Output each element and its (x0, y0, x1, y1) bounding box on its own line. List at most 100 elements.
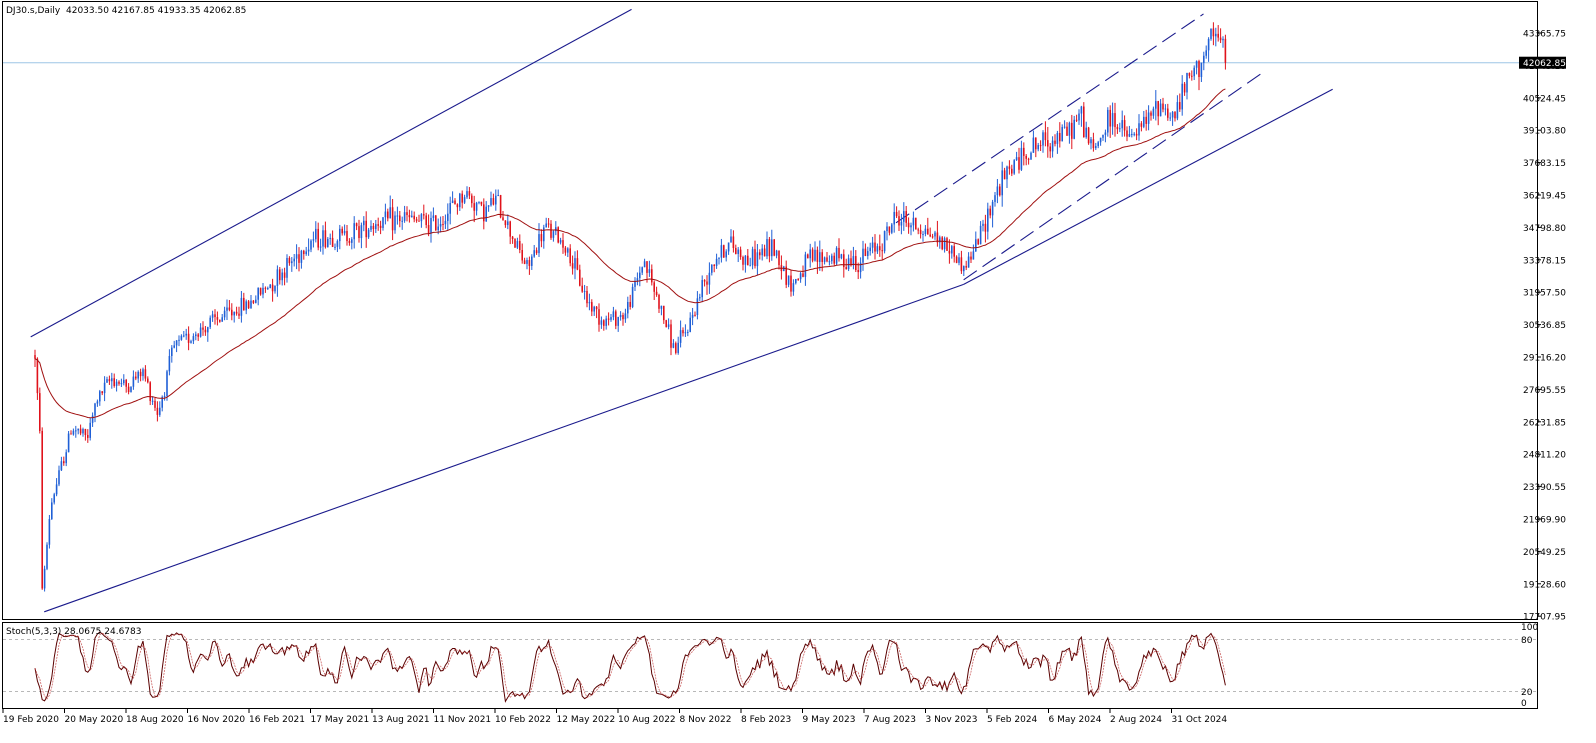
candle-body (41, 430, 43, 589)
trend-channel-lines[interactable] (30, 8, 1333, 613)
candle-body (809, 249, 811, 259)
candle-body (351, 239, 353, 243)
candle-body (190, 341, 192, 343)
time-axis-label: 10 Aug 2022 (618, 715, 676, 725)
stoch-level-0: 0 (1521, 699, 1527, 709)
candle-body (1152, 108, 1155, 116)
candle-body (504, 220, 507, 226)
time-axis[interactable]: 19 Feb 2020 20 May 2020 18 Aug 2020 16 Nov … (2, 709, 1227, 725)
candle-body (799, 273, 802, 280)
price-axis-label: 33378.15 (1523, 256, 1566, 266)
candle-body (1042, 132, 1044, 146)
candle-body (281, 272, 283, 281)
candle-body (555, 227, 557, 232)
candle-body (180, 335, 183, 340)
candle-body (631, 286, 634, 307)
candle-body (427, 225, 430, 234)
candle-body (771, 239, 773, 257)
candle-body (600, 320, 603, 325)
candle-body (65, 452, 67, 464)
candle-body (1140, 123, 1143, 127)
candle-body (1018, 157, 1020, 170)
candle-body (384, 211, 387, 218)
price-axis-label: 26231.85 (1523, 418, 1566, 428)
candle-body (1224, 38, 1227, 63)
channel-line[interactable] (963, 88, 1333, 285)
candle-body (545, 223, 547, 228)
candle-body (919, 229, 922, 235)
candle-body (288, 257, 291, 264)
candle-body (123, 379, 125, 384)
candle-body (576, 258, 579, 270)
channel-line[interactable] (44, 283, 964, 613)
candle-body (615, 311, 617, 326)
candle-body (648, 269, 651, 273)
candle-body (1150, 112, 1152, 116)
candle-body (1171, 112, 1174, 118)
candle-body (353, 223, 355, 240)
candle-body (682, 330, 684, 334)
candle-body (185, 333, 187, 336)
candle-body (1011, 168, 1013, 174)
candle-body (264, 287, 267, 289)
candle-body (84, 428, 87, 435)
candle-body (79, 428, 82, 434)
candle-body (963, 266, 965, 272)
candle-body (502, 217, 504, 221)
price-axis-label: 21969.90 (1523, 516, 1566, 526)
candle-body (593, 306, 595, 312)
candle-body (879, 246, 881, 251)
candle-body (797, 279, 799, 281)
candle-body (420, 214, 423, 222)
candle-body (624, 313, 627, 320)
candle-body (456, 204, 459, 208)
candle-body (245, 301, 247, 311)
candle-body (1212, 28, 1215, 37)
candle-body (763, 248, 766, 257)
candle-body (775, 250, 778, 256)
candle-body (1162, 103, 1164, 110)
candle-body (703, 280, 706, 282)
candle-body (804, 254, 807, 277)
candle-body (53, 494, 55, 503)
candle-body (768, 239, 771, 257)
candle-body (852, 256, 855, 266)
time-axis-label: 9 May 2023 (803, 715, 856, 725)
candle-body (531, 256, 533, 266)
ohlc-values: 42033.50 42167.85 41933.35 42062.85 (66, 6, 246, 16)
candle-body (569, 248, 571, 264)
candle-body (463, 197, 466, 203)
candle-body (876, 246, 879, 252)
candle-body (547, 223, 550, 225)
time-axis-label: 7 Aug 2023 (864, 715, 916, 725)
candle-body (811, 249, 814, 261)
candle-body (792, 283, 795, 292)
candle-body (495, 195, 497, 205)
time-axis-label: 12 May 2022 (557, 715, 616, 725)
candle-body (538, 234, 540, 254)
channel-line[interactable] (895, 13, 1204, 224)
candle-body (271, 284, 274, 292)
candle-body (103, 382, 106, 394)
candle-body (946, 238, 948, 251)
candle-body (840, 254, 843, 259)
candle-body (867, 251, 869, 256)
candle-body (279, 269, 281, 281)
candle-body (1133, 133, 1135, 135)
candle-body (559, 240, 562, 243)
channel-line[interactable] (963, 70, 1266, 281)
candle-body (468, 191, 471, 196)
candle-body (430, 217, 432, 234)
candle-body (610, 317, 612, 320)
candle-body (535, 250, 538, 254)
candle-body (831, 255, 833, 262)
candle-body (442, 223, 444, 225)
candle-body (773, 239, 775, 256)
candle-body (595, 306, 598, 310)
channel-line[interactable] (30, 8, 632, 338)
candle-body (300, 250, 303, 263)
candle-body (855, 256, 857, 271)
candle-body (924, 228, 927, 235)
candle-body (989, 208, 991, 216)
